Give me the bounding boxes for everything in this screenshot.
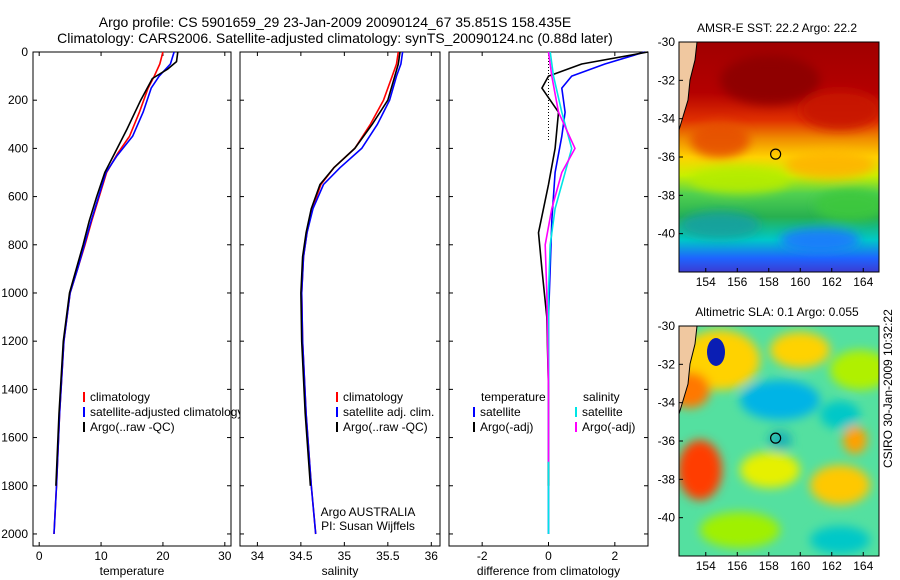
salinity-legend-label: satellite adj. clim.	[343, 405, 434, 419]
sst_map-ytick-label: -30	[658, 35, 676, 49]
salinity-xtick-label: 35.5	[376, 549, 400, 563]
sla_map-xtick-label: 156	[727, 559, 747, 573]
depth-tick-label: 200	[8, 93, 28, 107]
depth-tick-label: 1200	[1, 334, 28, 348]
temperature-profile-panel: 0 10 20 30 temperature 0 200 400 600 800 1000 1200 1…	[1, 45, 243, 578]
salinity-legend-label: climatology	[343, 390, 403, 404]
sst_map-ytick-label: -34	[658, 112, 676, 126]
temperature-xtick-label: 0	[36, 549, 43, 563]
sla_map-xtick-label: 158	[759, 559, 779, 573]
sla_map-ytick-label: -34	[658, 396, 676, 410]
sla_map-ytick-label: -38	[658, 472, 676, 486]
sla_map-xtick-label: 160	[790, 559, 810, 573]
depth-tick-label: 1600	[1, 431, 28, 445]
sst-field	[679, 42, 879, 272]
depth-tick-label: 400	[8, 141, 28, 155]
depth-tick-label: 0	[21, 45, 28, 59]
difference-legend-label: satellite	[582, 405, 623, 419]
sst_map-ytick-label: -40	[658, 227, 676, 241]
salinity-series-argo-raw-qc-	[300, 51, 401, 486]
difference-legend-label: Argo(-adj)	[480, 420, 533, 434]
sla-map-title: Altimetric SLA: 0.1 Argo: 0.055	[695, 305, 859, 319]
sst_map-xtick-label: 156	[727, 275, 747, 289]
figure-title-line1: Argo profile: CS 5901659_29 23-Jan-2009 …	[99, 14, 572, 30]
sst_map-ytick-label: -38	[658, 188, 676, 202]
salinity-xtick-label: 34.5	[289, 549, 313, 563]
depth-tick-label: 600	[8, 190, 28, 204]
sst-map-title: AMSR-E SST: 22.2 Argo: 22.2	[697, 21, 857, 35]
sla_map-ytick-label: -30	[658, 319, 676, 333]
sla_map-xtick-label: 164	[853, 559, 873, 573]
temperature-series-argo-raw-qc-	[55, 51, 179, 486]
sst_map-ytick-label: -36	[658, 150, 676, 164]
temperature-legend-label: satellite-adjusted climatology	[90, 405, 243, 419]
sst_map-xtick-label: 158	[759, 275, 779, 289]
difference-legend-label: Argo(-adj)	[582, 420, 635, 434]
salinity-axes-box	[239, 51, 441, 547]
float-owner-annotation: Argo AUSTRALIA	[321, 505, 416, 519]
depth-tick-label: 1400	[1, 382, 28, 396]
sla_map-xtick-label: 154	[696, 559, 716, 573]
difference-legend-title-salinity: salinity	[583, 390, 620, 404]
difference-xtick-label: 2	[611, 549, 618, 563]
depth-tick-label: 1800	[1, 479, 28, 493]
difference-xtick-label: -2	[477, 549, 488, 563]
difference-xlabel: difference from climatology	[477, 564, 620, 578]
difference-xtick-label: 0	[545, 549, 552, 563]
depth-tick-label: 800	[8, 238, 28, 252]
temperature-legend-label: Argo(..raw -QC)	[90, 420, 175, 434]
sst_map-ytick-label: -32	[658, 73, 676, 87]
temperature-legend-label: climatology	[90, 390, 150, 404]
sst_map-xtick-label: 160	[790, 275, 810, 289]
sla_map-ytick-label: -32	[658, 357, 676, 371]
salinity-series-satellite-adj-clim-	[300, 51, 404, 535]
sla-float-marker	[770, 432, 782, 444]
sst_map-xtick-label: 164	[853, 275, 873, 289]
sst-map-panel: AMSR-E SST: 22.2 Argo: 22.2 154 156 158 160…	[658, 21, 880, 289]
difference-legend-title-temperature: temperature	[481, 390, 546, 404]
sla-low-eddy	[707, 338, 725, 366]
float-owner-annotation: PI: Susan Wijffels	[321, 519, 415, 533]
temperature-xtick-label: 20	[156, 549, 170, 563]
csiro-timestamp-label: CSIRO 30-Jan-2009 10:32:22	[881, 309, 895, 468]
salinity-profile-panel: 34 34.5 35 35.5 36 salinity climatologysatelli…	[239, 51, 441, 578]
sla_map-ytick-label: -36	[658, 434, 676, 448]
difference-series-salinity-argo-adj-	[544, 51, 576, 462]
temperature-xtick-label: 30	[218, 549, 232, 563]
difference-legend-label: satellite	[480, 405, 521, 419]
sst_map-xtick-label: 162	[822, 275, 842, 289]
depth-tick-label: 2000	[1, 527, 28, 541]
sla_map-xtick-label: 162	[822, 559, 842, 573]
salinity-legend-label: Argo(..raw -QC)	[343, 420, 428, 434]
temperature-axes-box	[32, 51, 232, 547]
salinity-xlabel: salinity	[322, 564, 359, 578]
temperature-xlabel: temperature	[100, 564, 165, 578]
figure-title-line2: Climatology: CARS2006. Satellite-adjuste…	[57, 30, 613, 46]
salinity-xtick-label: 36	[425, 549, 439, 563]
depth-tick-label: 1000	[1, 286, 28, 300]
sst_map-xtick-label: 154	[696, 275, 716, 289]
salinity-xtick-label: 35	[338, 549, 352, 563]
sst-float-marker	[770, 148, 782, 160]
sla-map-panel: Altimetric SLA: 0.1 Argo: 0.055	[658, 305, 880, 573]
salinity-xtick-label: 34	[251, 549, 265, 563]
sla_map-ytick-label: -40	[658, 511, 676, 525]
temperature-xtick-label: 10	[94, 549, 108, 563]
